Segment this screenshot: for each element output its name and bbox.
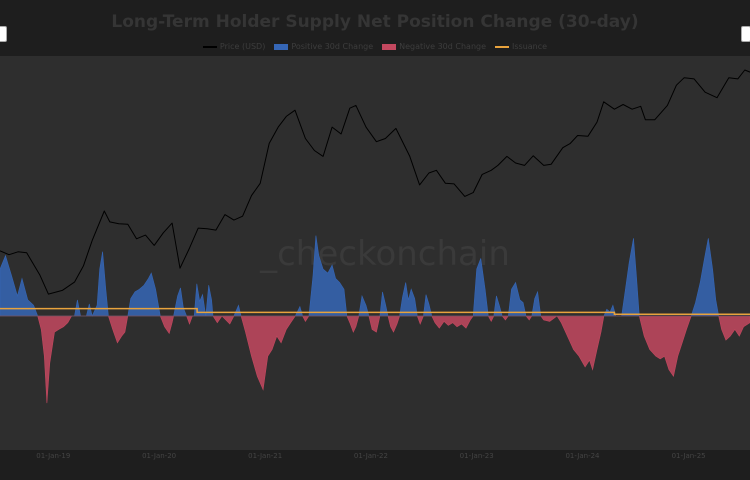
legend-swatch	[495, 45, 510, 48]
legend-label: Positive 30d Change	[291, 42, 374, 51]
plot-area	[0, 56, 750, 450]
legend-label: Issuance	[512, 42, 548, 51]
legend-item[interactable]: Positive 30d Change	[274, 42, 373, 51]
x-tick-label: 01-Jan-24	[565, 452, 600, 460]
x-tick-label: 01-Jan-20	[142, 452, 176, 460]
left-modebar-button[interactable]	[0, 26, 7, 42]
x-tick-label: 01-Jan-22	[354, 452, 388, 460]
legend-swatch	[382, 43, 397, 50]
legend-label: Negative 30d Change	[399, 42, 487, 51]
series-price-usd	[0, 69, 750, 295]
chart-title: Long-Term Holder Supply Net Position Cha…	[111, 12, 639, 32]
legend-label: Price (USD)	[219, 42, 266, 51]
legend-swatch	[274, 43, 289, 50]
legend-item[interactable]: Negative 30d Change	[382, 42, 486, 51]
legend-swatch	[202, 45, 217, 48]
legend-item[interactable]: Price (USD)	[202, 42, 266, 51]
right-modebar-button[interactable]	[741, 26, 750, 42]
legend-item[interactable]: Issuance	[495, 42, 547, 51]
x-tick-label: 01-Jan-21	[248, 452, 282, 460]
watermark: _checkonchain	[259, 234, 510, 274]
legend: Price (USD) Positive 30d Change Negative 3…	[0, 42, 750, 51]
x-tick-label: 01-Jan-25	[672, 452, 706, 460]
series-issuance	[0, 307, 750, 315]
x-tick-label: 01-Jan-23	[460, 452, 494, 460]
x-tick-label: 01-Jan-19	[36, 452, 70, 460]
